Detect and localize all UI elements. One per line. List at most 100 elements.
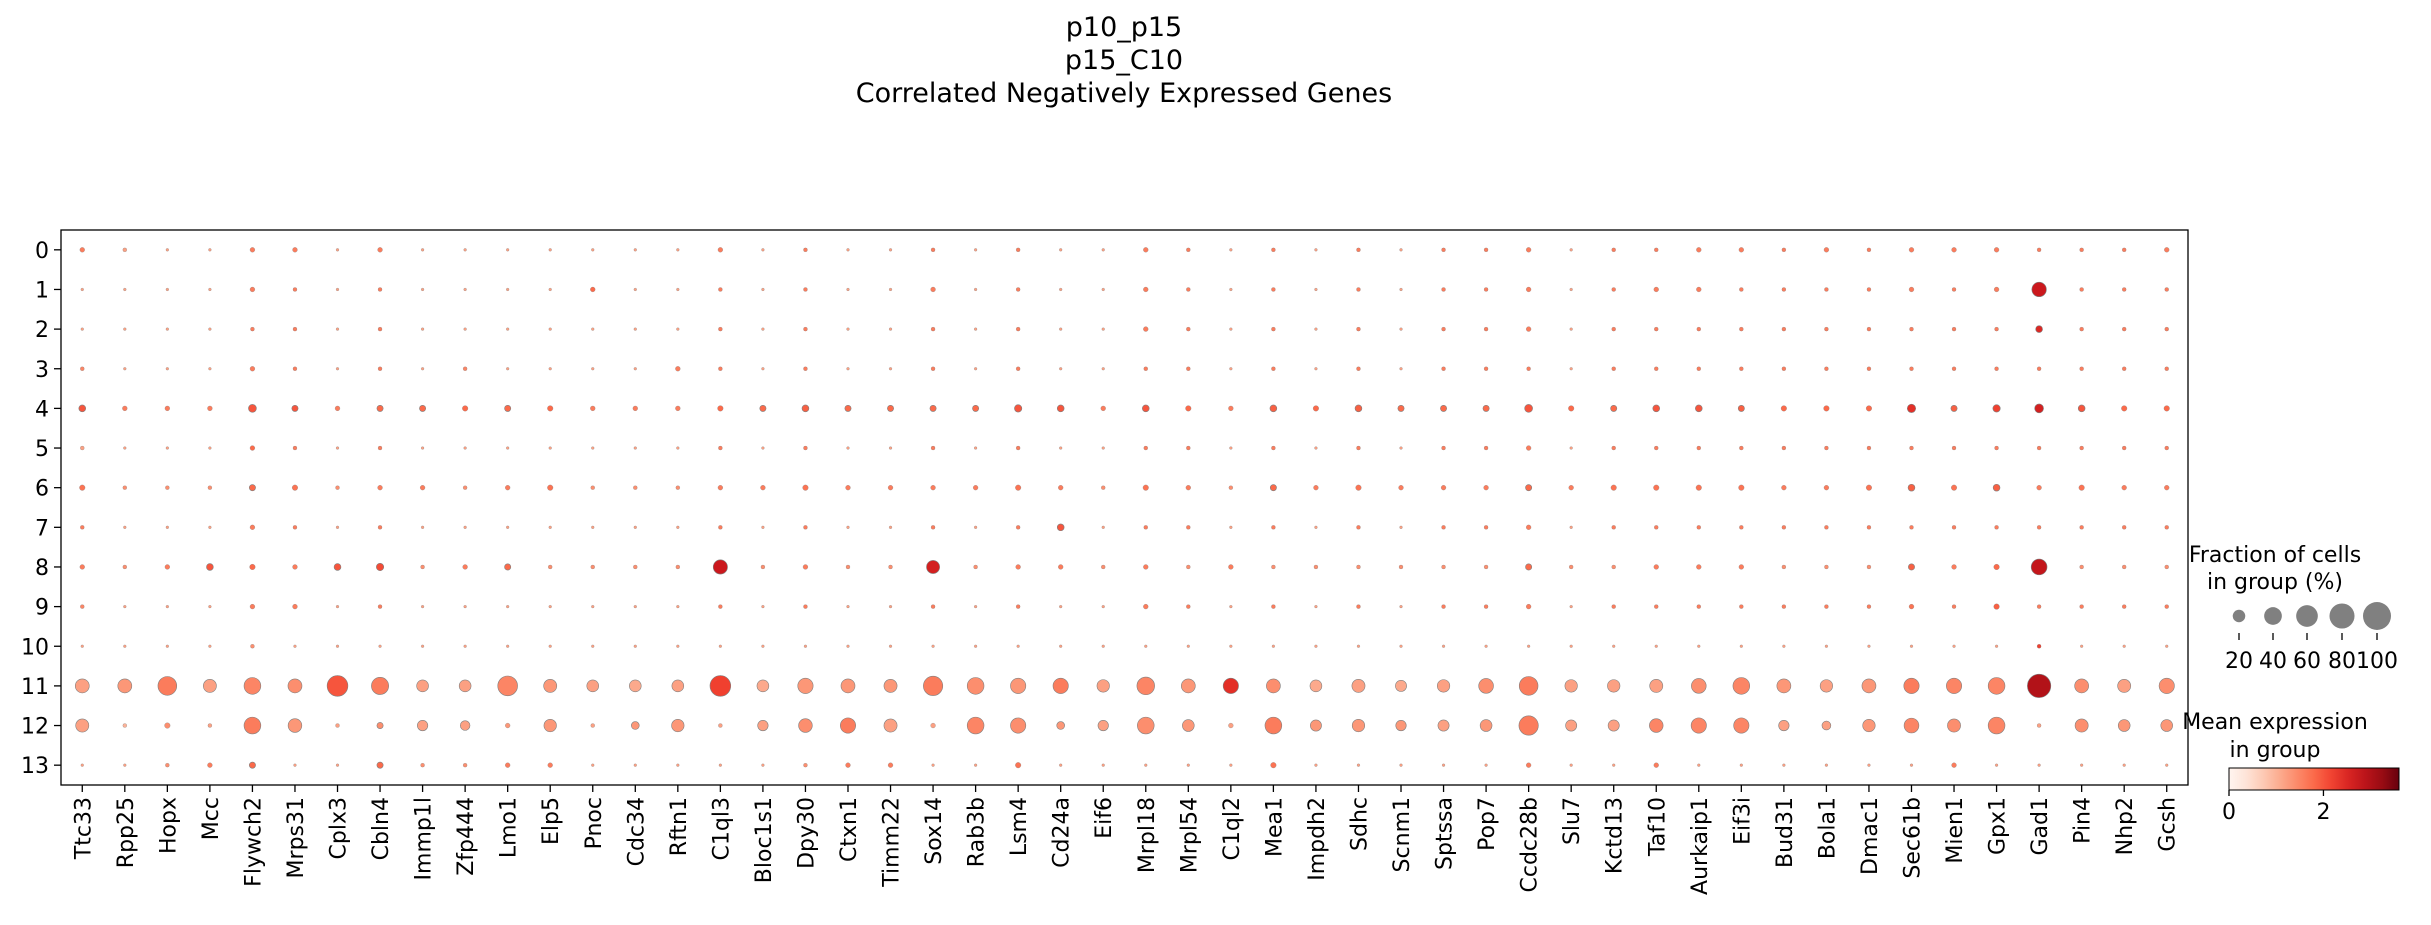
x-tick-label: Slu7 [1560,797,1585,845]
dot [1526,524,1532,530]
x-tick-label: Ccdc28b [1518,797,1543,892]
dot [1136,676,1155,696]
dot [1229,248,1233,252]
dot [1823,485,1829,491]
dot [1568,405,1575,412]
dot [2164,564,2169,570]
dot [591,327,595,331]
dot [1228,485,1233,490]
dot [1867,644,1871,648]
dot [1271,366,1276,371]
dot [421,367,425,371]
size-legend-title-line-2: in group (%) [2207,570,2343,595]
chart-title: p10_p15 p15_C10 Correlated Negatively Ex… [856,12,1392,109]
dot [1059,248,1063,252]
dot [1993,286,2000,293]
y-tick-label: 2 [35,318,49,343]
dot [1399,327,1403,331]
dot [1866,525,1872,530]
dot [1951,604,1957,609]
dot [459,720,471,731]
y-tick-label: 10 [21,635,49,660]
dot [250,326,255,332]
dot [1994,326,1999,332]
dot [761,327,765,331]
dot [633,327,637,331]
dot [335,287,340,292]
dot [1993,247,2000,253]
dot [1781,564,1787,570]
dot [1015,564,1021,570]
dot [2121,405,2128,412]
x-tick-label: C1ql3 [709,797,734,860]
dot [887,404,894,412]
dot [1611,525,1616,530]
dot [1526,286,1532,293]
dot [844,404,852,412]
dot [1739,326,1744,332]
dot [966,677,985,695]
dot [930,326,936,332]
dot [462,763,468,768]
dot [1356,525,1361,530]
dot [208,644,212,648]
dot [1056,404,1065,413]
dot [590,485,595,490]
dot [1824,763,1828,767]
dot [1526,366,1531,371]
dot [930,445,936,451]
dot [504,404,512,412]
x-tick-label: Flywch2 [241,797,266,887]
dot [1649,718,1664,733]
dot [333,563,342,571]
dot [1059,446,1063,450]
dot [1399,367,1403,371]
dot [1101,644,1105,648]
dot [1483,525,1489,530]
dot [801,404,810,413]
dot [761,763,765,767]
dot [2164,485,2170,491]
dot [165,367,169,371]
dot [1186,763,1190,767]
dot [122,485,127,490]
dot [1569,287,1573,292]
dot [1950,404,1958,412]
dot [1229,287,1233,292]
dot [1781,247,1787,252]
dot [287,678,303,694]
dot [543,718,557,733]
dot [1101,327,1105,331]
dot [463,644,467,648]
dot [1398,485,1404,491]
dot [1526,445,1532,451]
dot [463,605,467,609]
dot [122,405,128,411]
dot [164,405,170,411]
dot [1264,716,1283,735]
dot [543,679,558,693]
x-tick-label: Pin4 [2071,797,2096,844]
dot [2078,484,2085,491]
dot [1016,366,1021,371]
dot [974,446,978,450]
dot [1229,327,1233,331]
dot [335,485,340,490]
dot [1441,604,1446,609]
dot [421,446,425,450]
y-tick-label: 12 [21,715,49,740]
dot [505,762,511,768]
title-line-2: p15_C10 [1065,45,1183,76]
dot [1271,287,1276,292]
size-legend: Fraction of cells in group (%) 20 40 60 80 1… [2189,543,2398,674]
dot [80,327,84,331]
dot [1906,403,1916,413]
dot [1525,484,1533,492]
dot [761,644,765,648]
dot [1824,525,1829,530]
dot [1861,678,1877,694]
dot [973,564,978,570]
dot [1819,679,1833,693]
dot [1908,247,1915,253]
colorbar [2228,767,2400,791]
